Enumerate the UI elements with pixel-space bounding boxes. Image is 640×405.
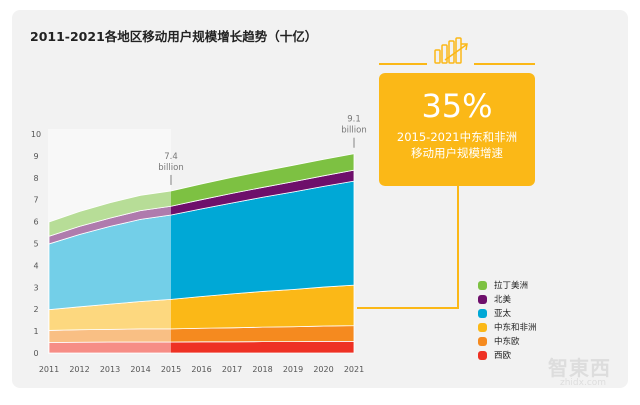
y-tick-label: 2 bbox=[33, 305, 38, 314]
legend-label: 中东欧 bbox=[494, 337, 520, 347]
legend-swatch bbox=[478, 336, 487, 346]
growth-callout: 35% 2015-2021中东和非洲 移动用户规模增速 bbox=[379, 73, 535, 186]
x-tick-label: 2011 bbox=[39, 365, 59, 374]
y-tick-label: 9 bbox=[33, 152, 38, 161]
annotation-unit: billion bbox=[341, 126, 366, 136]
legend-label: 北美 bbox=[494, 295, 512, 305]
callout-value: 35% bbox=[421, 87, 493, 125]
callout-connector bbox=[357, 63, 535, 309]
legend-label: 拉丁美洲 bbox=[494, 281, 529, 291]
x-tick-label: 2012 bbox=[69, 365, 89, 374]
y-tick-label: 4 bbox=[33, 261, 38, 270]
x-tick-label: 2013 bbox=[100, 365, 120, 374]
y-tick-label: 6 bbox=[33, 218, 38, 227]
y-tick-label: 7 bbox=[33, 196, 38, 205]
annotation-value: 9.1 bbox=[347, 115, 361, 125]
legend-swatch bbox=[478, 308, 487, 318]
annotation-value: 7.4 bbox=[164, 152, 178, 162]
historical-fade-overlay bbox=[48, 129, 171, 354]
legend-swatch bbox=[478, 350, 487, 360]
legend-item: 北美 bbox=[478, 292, 537, 306]
y-tick-label: 0 bbox=[33, 349, 38, 358]
area-series-5 bbox=[48, 153, 355, 237]
x-tick-label: 2021 bbox=[344, 365, 364, 374]
legend-label: 中东和非洲 bbox=[494, 323, 537, 333]
legend-label: 亚太 bbox=[494, 309, 512, 319]
growth-chart-icon bbox=[434, 37, 468, 64]
legend-label: 西欧 bbox=[494, 351, 512, 361]
legend-item: 中东和非洲 bbox=[478, 320, 537, 334]
x-tick-label: 2014 bbox=[130, 365, 150, 374]
annotation-unit: billion bbox=[158, 163, 183, 173]
x-tick-label: 2020 bbox=[313, 365, 333, 374]
legend-swatch bbox=[478, 322, 487, 332]
y-tick-label: 5 bbox=[33, 240, 38, 249]
watermark-logo: 智東西 bbox=[548, 356, 611, 380]
chart-legend: 拉丁美洲北美亚太中东和非洲中东欧西欧 bbox=[478, 278, 537, 362]
watermark-url: zhidx.com bbox=[560, 378, 607, 388]
legend-item: 拉丁美洲 bbox=[478, 278, 537, 292]
y-tick-label: 1 bbox=[33, 327, 38, 336]
chart-title: 2011-2021各地区移动用户规模增长趋势（十亿） bbox=[30, 29, 318, 44]
legend-item: 亚太 bbox=[478, 306, 537, 320]
x-tick-label: 2016 bbox=[191, 365, 211, 374]
legend-swatch bbox=[478, 294, 487, 304]
y-tick-label: 3 bbox=[33, 283, 38, 292]
legend-swatch bbox=[478, 280, 487, 290]
y-tick-label: 10 bbox=[31, 130, 41, 139]
legend-item: 中东欧 bbox=[478, 334, 537, 348]
x-tick-label: 2015 bbox=[161, 365, 181, 374]
x-tick-label: 2017 bbox=[222, 365, 242, 374]
x-tick-label: 2018 bbox=[252, 365, 272, 374]
callout-line1: 2015-2021中东和非洲 bbox=[396, 130, 518, 144]
legend-item: 西欧 bbox=[478, 348, 537, 362]
x-tick-label: 2019 bbox=[283, 365, 303, 374]
callout-line2: 移动用户规模增速 bbox=[411, 146, 503, 160]
y-tick-label: 8 bbox=[33, 174, 38, 183]
